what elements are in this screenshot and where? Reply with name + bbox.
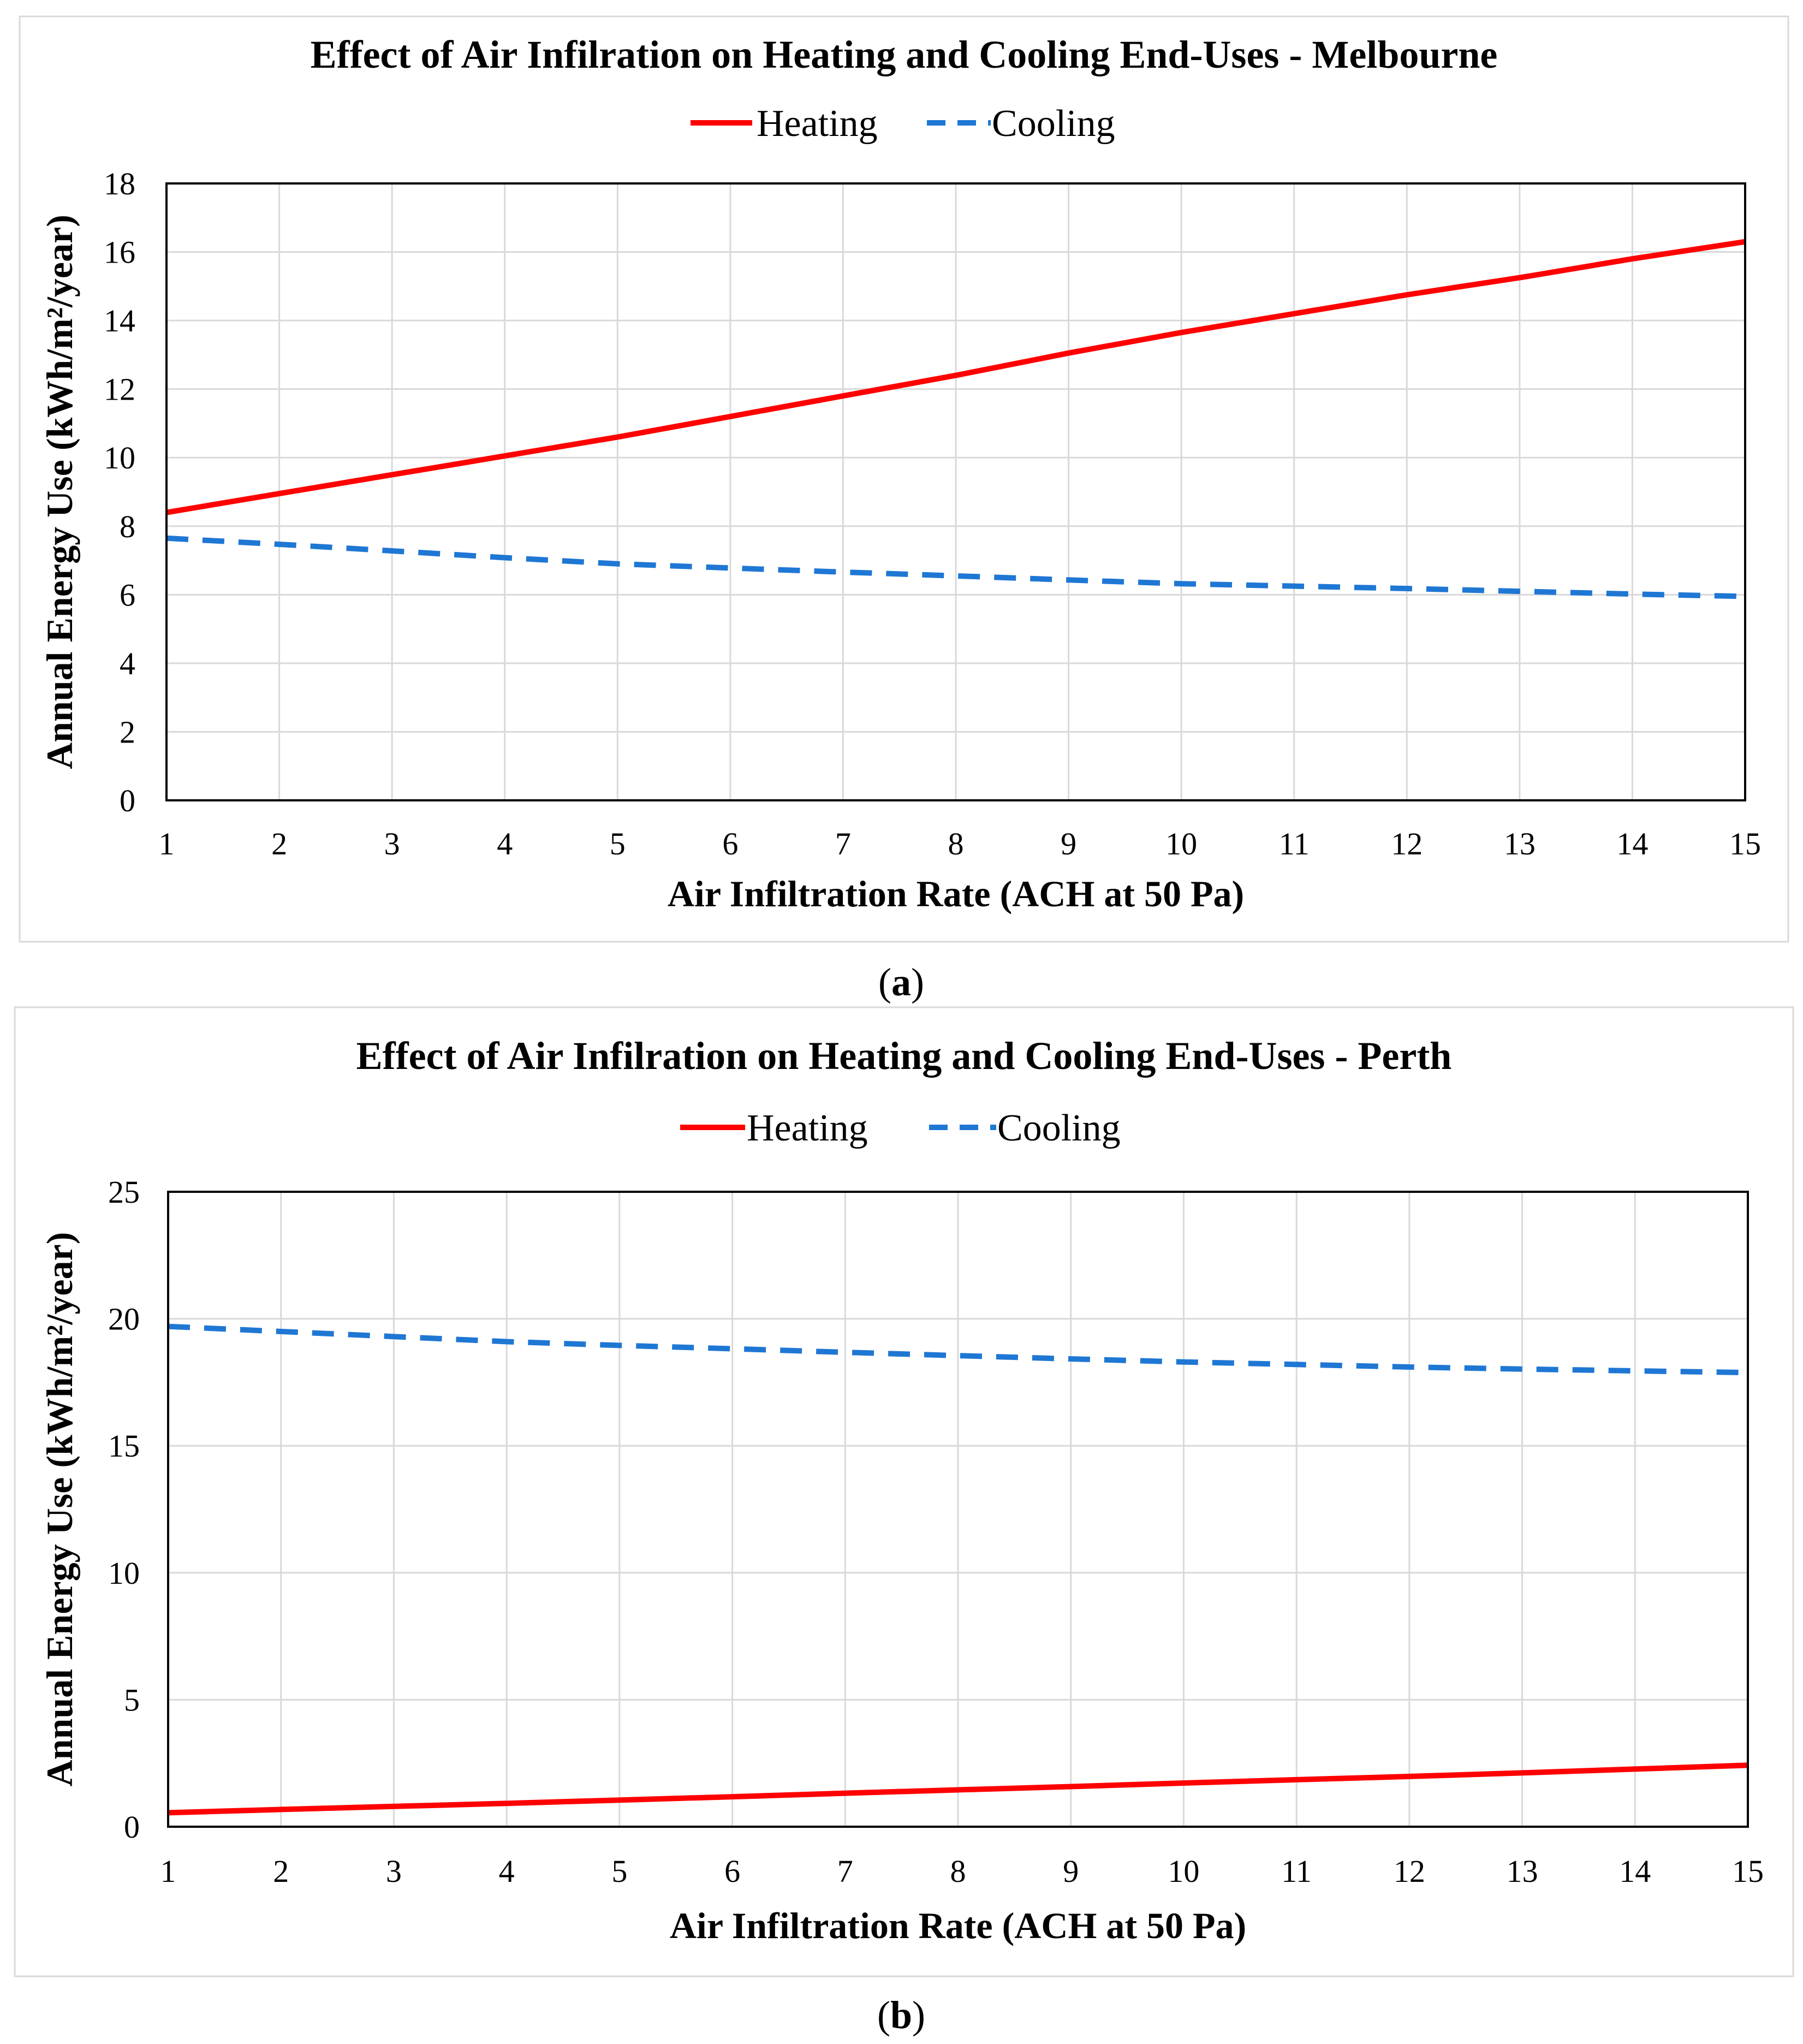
y-axis-ticks: 0 2 4 6 8 10 12 14 16 18 xyxy=(104,166,135,818)
x-tick-label: 2 xyxy=(271,826,287,861)
y-tick-label: 12 xyxy=(104,372,135,407)
caption-close: ) xyxy=(911,960,924,1004)
legend-label-cooling: Cooling xyxy=(997,1107,1121,1149)
x-tick-label: 9 xyxy=(1061,826,1076,861)
gridlines xyxy=(168,1192,1748,1827)
legend-label-heating: Heating xyxy=(747,1107,868,1149)
chart-title: Effect of Air Infilration on Heating and… xyxy=(311,33,1498,76)
series-line-cooling xyxy=(166,535,1746,599)
x-tick-label: 10 xyxy=(1168,1853,1199,1889)
x-tick-label: 1 xyxy=(160,1853,176,1889)
caption-close: ) xyxy=(912,1993,925,2037)
x-tick-label: 1 xyxy=(159,826,175,861)
y-axis-ticks: 0 5 10 15 20 25 xyxy=(108,1174,140,1845)
plot-area-border xyxy=(167,1191,1749,1828)
x-tick-label: 5 xyxy=(610,826,626,861)
data-series xyxy=(166,239,1746,599)
x-tick-label: 5 xyxy=(611,1853,627,1889)
caption-open: ( xyxy=(877,1993,890,2037)
series-line-heating xyxy=(168,1762,1748,1816)
caption-letter: a xyxy=(891,960,911,1004)
caption-open: ( xyxy=(878,960,891,1004)
x-axis-title: Air Infiltration Rate (ACH at 50 Pa) xyxy=(670,1905,1246,1946)
x-tick-label: 2 xyxy=(273,1853,289,1889)
y-axis-title: Annual Energy Use (kWh/m²/year) xyxy=(39,1232,80,1787)
caption-letter: b xyxy=(890,1993,912,2037)
x-tick-label: 8 xyxy=(948,826,964,861)
y-tick-label: 15 xyxy=(108,1428,140,1464)
y-tick-label: 6 xyxy=(120,577,135,613)
chart-panel-perth: Effect of Air Infilration on Heating and… xyxy=(14,1006,1794,2037)
legend-label-heating: Heating xyxy=(757,103,878,145)
x-tick-label: 14 xyxy=(1619,1853,1651,1889)
y-tick-label: 18 xyxy=(104,166,135,201)
y-tick-label: 20 xyxy=(108,1302,140,1337)
x-tick-label: 3 xyxy=(384,826,400,861)
x-tick-label: 8 xyxy=(950,1853,966,1889)
series-line-heating xyxy=(166,239,1746,515)
data-series xyxy=(168,1323,1748,1816)
x-tick-label: 13 xyxy=(1507,1853,1538,1889)
x-tick-label: 4 xyxy=(497,826,513,861)
plot-area-border xyxy=(165,182,1746,801)
x-tick-label: 9 xyxy=(1063,1853,1079,1889)
legend: Heating Cooling xyxy=(691,103,1115,145)
y-tick-label: 2 xyxy=(120,714,135,750)
x-tick-label: 11 xyxy=(1281,1853,1312,1889)
y-tick-label: 0 xyxy=(120,783,135,818)
series-line-cooling xyxy=(168,1323,1748,1376)
panel-caption-melbourne: (a) xyxy=(878,960,924,1004)
legend-label-cooling: Cooling xyxy=(992,103,1115,145)
x-tick-label: 7 xyxy=(835,826,851,861)
x-tick-label: 14 xyxy=(1616,826,1648,861)
panel-caption-perth: (b) xyxy=(877,1993,925,2037)
x-tick-label: 6 xyxy=(722,826,738,861)
y-tick-label: 5 xyxy=(124,1682,140,1718)
x-tick-label: 7 xyxy=(837,1853,853,1889)
x-tick-label: 3 xyxy=(386,1853,402,1889)
y-tick-label: 16 xyxy=(104,235,135,270)
x-tick-label: 11 xyxy=(1279,826,1310,861)
x-axis-title: Air Infiltration Rate (ACH at 50 Pa) xyxy=(668,873,1244,914)
y-tick-label: 10 xyxy=(104,440,135,476)
x-tick-label: 15 xyxy=(1732,1853,1764,1889)
x-axis-ticks: 1 2 3 4 5 6 7 8 9 10 11 12 13 14 15 xyxy=(159,826,1762,861)
gridlines xyxy=(166,183,1745,800)
x-tick-label: 12 xyxy=(1394,1853,1425,1889)
y-tick-label: 4 xyxy=(120,646,135,681)
chart-area-border xyxy=(14,1006,1794,1977)
y-tick-label: 8 xyxy=(120,509,135,544)
chart-panel-melbourne: Effect of Air Infilration on Heating and… xyxy=(19,15,1789,1004)
x-tick-label: 4 xyxy=(499,1853,515,1889)
x-axis-ticks: 1 2 3 4 5 6 7 8 9 10 11 12 13 14 15 xyxy=(160,1853,1764,1889)
y-axis-title: Annual Energy Use (kWh/m²/year) xyxy=(39,215,80,769)
chart-title: Effect of Air Infilration on Heating and… xyxy=(356,1034,1452,1078)
y-tick-label: 10 xyxy=(108,1555,140,1591)
x-tick-label: 10 xyxy=(1165,826,1197,861)
y-tick-label: 0 xyxy=(124,1809,140,1845)
x-tick-label: 6 xyxy=(724,1853,740,1889)
chart-area-border xyxy=(19,15,1789,943)
x-tick-label: 12 xyxy=(1391,826,1423,861)
x-tick-label: 15 xyxy=(1729,826,1761,861)
y-tick-label: 25 xyxy=(108,1174,140,1210)
legend: Heating Cooling xyxy=(680,1107,1121,1149)
y-tick-label: 14 xyxy=(104,303,135,338)
x-tick-label: 13 xyxy=(1504,826,1536,861)
